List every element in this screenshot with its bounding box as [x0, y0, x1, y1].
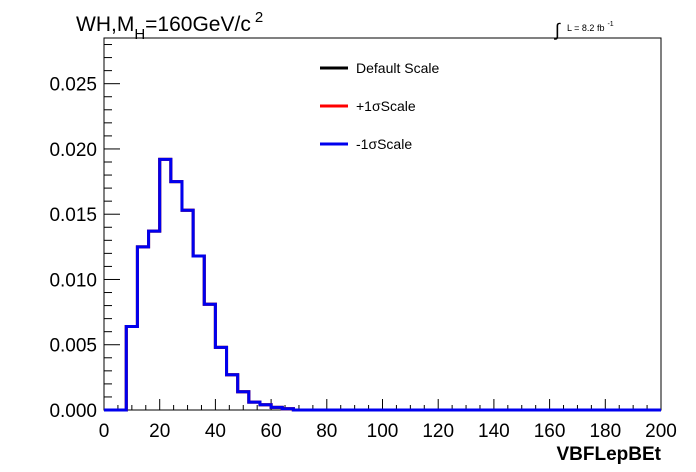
- series-line-2: [104, 157, 661, 412]
- title-subscript: H: [134, 26, 145, 43]
- lumi-superscript: -1: [607, 21, 613, 28]
- legend: Default Scale +1σScale -1σScale: [320, 60, 439, 152]
- legend-label: Default Scale: [356, 60, 439, 76]
- series-group: [104, 157, 661, 412]
- y-tick-label: 0.010: [49, 270, 97, 291]
- x-tick-label: 140: [478, 421, 510, 442]
- chart-title: WH,MH=160GeV/c 2: [76, 9, 263, 43]
- x-tick-label: 0: [99, 421, 110, 442]
- title-superscript: 2: [255, 9, 263, 26]
- plot-frame: [103, 37, 662, 411]
- y-axis: 0.000 0.005 0.010 0.015 0.020 0.025: [49, 44, 120, 422]
- x-tick-label: 40: [205, 421, 226, 442]
- x-tick-label: 180: [589, 421, 621, 442]
- series-line-3: [104, 157, 661, 412]
- y-tick-label: 0.025: [49, 75, 97, 96]
- legend-label: -1σScale: [356, 136, 412, 152]
- x-tick-label: 160: [534, 421, 566, 442]
- x-tick-label: 200: [645, 421, 677, 442]
- lumi-integral: ∫: [553, 20, 561, 40]
- x-axis-label: VBFLepBEt: [557, 444, 662, 465]
- x-tick-label: 20: [149, 421, 170, 442]
- series-line-1: [104, 157, 661, 412]
- y-tick-label: 0.020: [49, 140, 97, 161]
- x-tick-label: 60: [261, 421, 282, 442]
- x-axis: 0 20 40 60 80 100 120 140 160 180 200: [99, 399, 677, 442]
- legend-label: +1σScale: [356, 98, 416, 114]
- x-tick-label: 120: [422, 421, 454, 442]
- x-tick-label: 100: [367, 421, 399, 442]
- y-tick-label: 0.005: [49, 336, 97, 357]
- y-tick-label: 0.015: [49, 205, 97, 226]
- y-tick-label: 0.000: [49, 401, 97, 422]
- lumi-label: L = 8.2 fb -1: [567, 21, 614, 33]
- x-tick-label: 80: [316, 421, 337, 442]
